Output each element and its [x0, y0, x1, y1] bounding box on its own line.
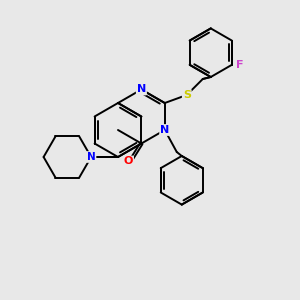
- Text: N: N: [160, 125, 170, 135]
- Text: N: N: [137, 85, 146, 94]
- Text: N: N: [87, 152, 95, 162]
- Text: O: O: [124, 157, 133, 166]
- Text: S: S: [183, 90, 191, 100]
- Text: F: F: [236, 60, 244, 70]
